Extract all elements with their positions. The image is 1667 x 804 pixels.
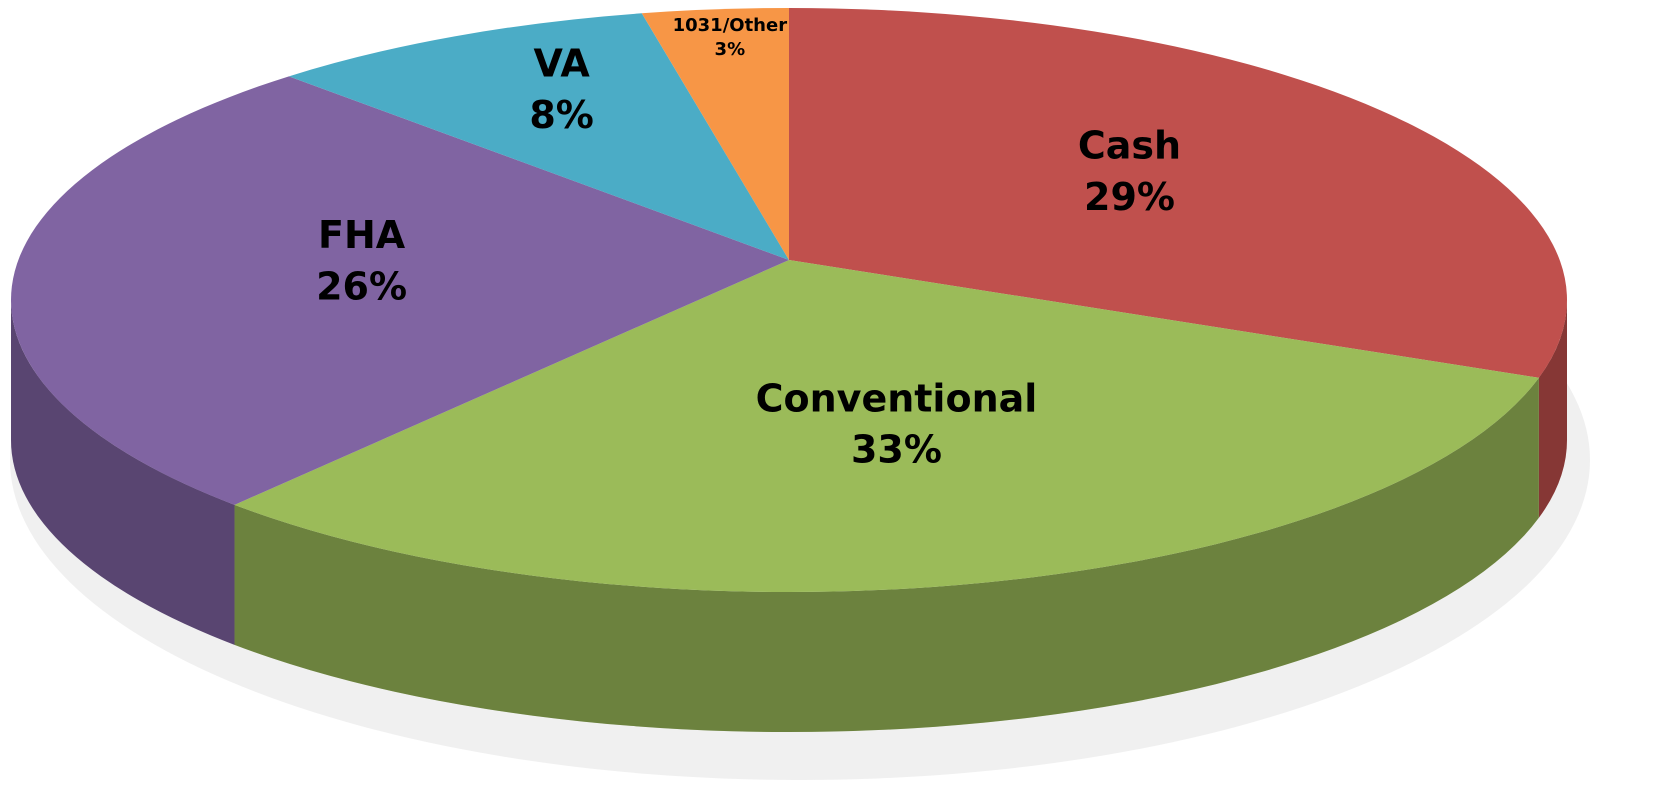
slice-label: Conventional <box>756 376 1038 420</box>
slice-label: Cash <box>1078 124 1181 168</box>
slice <box>10 76 790 505</box>
slice <box>234 260 1539 592</box>
slice-side <box>11 300 235 645</box>
slice-value-label: 29% <box>1084 175 1175 219</box>
slice-label: VA <box>533 42 590 86</box>
slice <box>641 8 789 260</box>
slice-side-shade <box>234 377 1539 732</box>
slice-label: FHA <box>318 213 406 257</box>
slice <box>789 8 1567 378</box>
slice-side <box>234 377 1539 732</box>
slice-label: 1031/Other <box>673 15 788 36</box>
slice-value-label: 33% <box>851 428 942 472</box>
slice-value-label: 3% <box>715 39 746 60</box>
slice-value-label: 8% <box>529 93 594 137</box>
slice <box>288 13 789 260</box>
slice-value-label: 26% <box>316 264 407 308</box>
slice-side-shade <box>1538 300 1567 518</box>
slice-side <box>1538 300 1567 518</box>
slice-side-shade <box>11 300 235 645</box>
